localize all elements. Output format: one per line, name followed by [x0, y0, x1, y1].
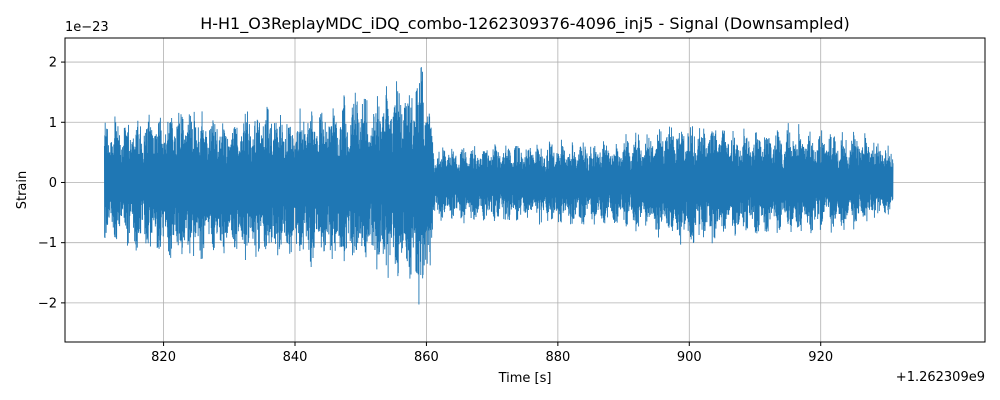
plot-area — [103, 67, 894, 305]
x-offset-label: +1.262309e9 — [896, 370, 985, 385]
x-axis-label: Time [s] — [498, 371, 552, 386]
x-tick-label: 920 — [808, 350, 833, 365]
y-scale-label: 1e−23 — [65, 20, 109, 35]
chart-title: H-H1_O3ReplayMDC_iDQ_combo-1262309376-40… — [200, 14, 850, 34]
y-tick-label: 1 — [49, 116, 57, 131]
signal-series-line — [103, 67, 894, 305]
x-tick-label: 820 — [151, 350, 176, 365]
y-tick-label: −2 — [38, 296, 57, 311]
y-tick-label: 2 — [49, 56, 57, 71]
axes-frame — [64, 37, 986, 343]
y-axis-label: Strain — [15, 171, 30, 210]
y-tick-label: −1 — [38, 236, 57, 251]
ticks: 820 840 860 880 900 920 −2 −1 0 1 2 — [38, 56, 833, 365]
x-tick-label: 840 — [283, 350, 308, 365]
x-tick-label: 880 — [545, 350, 570, 365]
x-tick-label: 900 — [677, 350, 702, 365]
x-tick-label: 860 — [414, 350, 439, 365]
y-tick-label: 0 — [49, 176, 57, 191]
